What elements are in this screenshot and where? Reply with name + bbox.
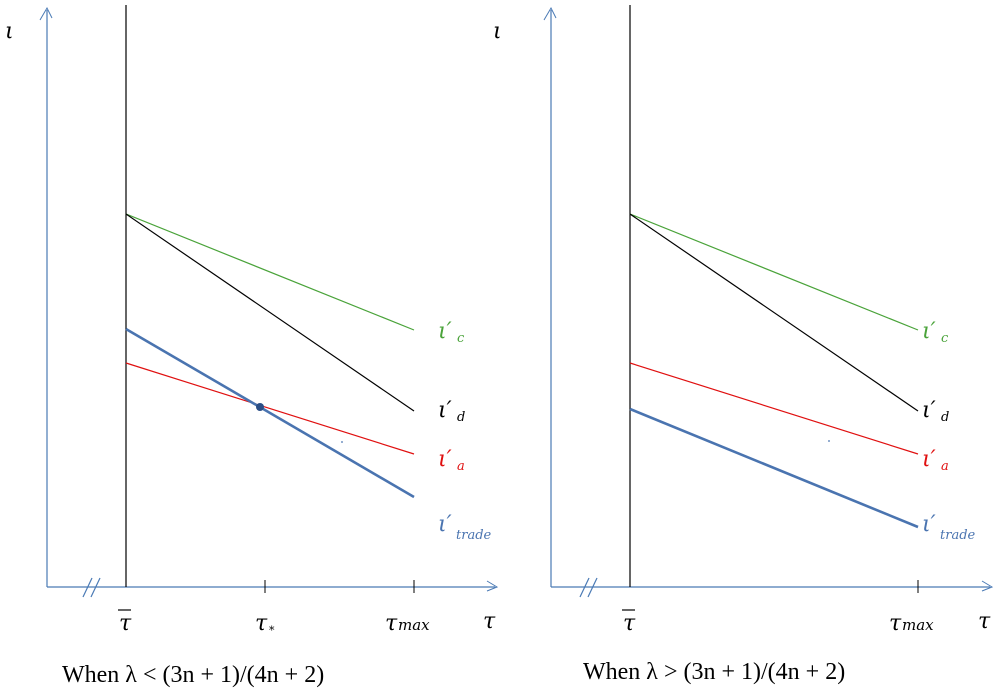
svg-text:d: d <box>457 410 465 425</box>
right-line-d <box>629 213 919 412</box>
left-y-label: ι <box>5 19 14 44</box>
svg-text:d: d <box>941 410 949 425</box>
left-line-c <box>125 213 415 331</box>
right-label-c: ι′ c <box>922 319 949 346</box>
svg-text:trade: trade <box>456 528 492 543</box>
left-label-d: ι′ d <box>438 398 465 425</box>
right-axis-break-1 <box>579 577 590 598</box>
svg-text:τ: τ <box>889 611 902 636</box>
right-caption: When λ > (3n + 1)/(4n + 2) <box>583 659 845 685</box>
right-y-label: ι <box>493 19 502 44</box>
left-line-d <box>125 213 415 412</box>
svg-text:ι′: ι′ <box>922 319 936 344</box>
svg-text:τ: τ <box>119 611 132 636</box>
right-label-trade: ι′ trade <box>922 512 976 543</box>
left-tick-label-tau-bar: τ <box>118 609 132 636</box>
right-y-arrowhead <box>543 6 557 21</box>
left-line-a <box>125 362 415 455</box>
svg-text:a: a <box>457 459 465 474</box>
right-line-trade <box>629 407 919 529</box>
left-tick-label-tau-star: τ * <box>255 611 275 637</box>
right-axis-break-2 <box>587 577 598 598</box>
left-label-trade: ι′ trade <box>438 512 492 543</box>
svg-text:max: max <box>902 616 934 634</box>
right-label-d: ι′ d <box>922 398 949 425</box>
left-axis-break-2 <box>90 577 101 598</box>
svg-text:c: c <box>457 331 465 346</box>
right-line-a <box>629 362 919 455</box>
svg-text:τ: τ <box>385 611 398 636</box>
left-caption: When λ < (3n + 1)/(4n + 2) <box>62 662 324 688</box>
right-label-a: ι′ a <box>922 447 949 474</box>
svg-text:ι′: ι′ <box>438 447 452 472</box>
svg-text:ι′: ι′ <box>438 398 452 423</box>
svg-text:ι′: ι′ <box>438 319 452 344</box>
left-axis-break-1 <box>82 577 93 598</box>
left-x-arrowhead <box>486 580 499 592</box>
svg-text:max: max <box>398 616 430 634</box>
left-label-c: ι′ c <box>438 319 465 346</box>
left-line-trade <box>125 327 415 499</box>
right-x-arrowhead <box>981 580 994 592</box>
svg-text:τ: τ <box>255 611 268 636</box>
right-x-label: τ <box>978 609 991 634</box>
svg-text:ι′: ι′ <box>438 512 452 537</box>
svg-text:ι′: ι′ <box>922 447 936 472</box>
left-panel: ι τ τ τ * τ max ι′ c ι′ d ι′ a ι′ <box>5 5 499 688</box>
left-x-label: τ <box>483 609 496 634</box>
left-label-a: ι′ a <box>438 447 465 474</box>
right-stray-dot <box>828 440 830 442</box>
right-panel: ι τ τ τ max ι′ c ι′ d ι′ a ι′ trade When… <box>493 5 994 685</box>
left-stray-dot <box>341 441 343 443</box>
right-tick-label-tau-bar: τ <box>622 609 636 636</box>
right-line-c <box>629 213 919 331</box>
left-y-arrowhead <box>39 6 53 21</box>
left-intersection-point <box>256 403 264 411</box>
svg-text:trade: trade <box>940 528 976 543</box>
svg-text:a: a <box>941 459 949 474</box>
svg-text:ι′: ι′ <box>922 398 936 423</box>
svg-text:ι′: ι′ <box>922 512 936 537</box>
right-tick-label-tau-max: τ max <box>889 611 934 636</box>
svg-text:τ: τ <box>623 611 636 636</box>
left-tick-label-tau-max: τ max <box>385 611 430 636</box>
svg-text:*: * <box>269 624 275 637</box>
svg-text:c: c <box>941 331 949 346</box>
